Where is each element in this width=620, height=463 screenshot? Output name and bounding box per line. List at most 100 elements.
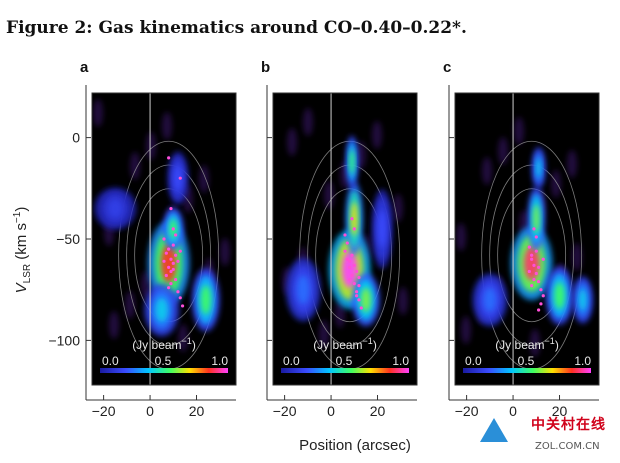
data-point (345, 241, 349, 245)
x-tick-label: 0 (146, 403, 154, 419)
data-point (171, 261, 175, 265)
panel-frame (91, 92, 237, 386)
colorbar-tick-label: 0.0 (283, 354, 300, 368)
data-point (527, 269, 531, 274)
data-point (178, 296, 182, 300)
background-emission (482, 157, 492, 185)
data-point (176, 259, 180, 263)
background-emission (324, 181, 334, 209)
panel-a: (Jy beam−1) 0.0 0.5 1.0 −20 0 20 0 −50 −100 a (48, 59, 237, 419)
colorbar-tick-label: 1.0 (211, 354, 228, 368)
data-point (532, 277, 536, 282)
background-emission (199, 165, 209, 193)
colorbar-tick-label: 1.0 (574, 354, 591, 368)
data-point (164, 251, 168, 255)
emission-blob-core (174, 166, 182, 191)
background-emission (146, 132, 156, 160)
panel-letter: a (80, 59, 89, 76)
background-emission (93, 99, 103, 127)
watermark-cn: 中关村在线 (531, 417, 606, 433)
data-point (527, 245, 531, 249)
x-tick-label: 0 (509, 403, 517, 419)
emission-blob-core (155, 297, 169, 323)
data-point (352, 282, 356, 286)
colorbar-tick-label: 0.0 (465, 354, 482, 368)
data-point (169, 282, 173, 286)
x-tick-label: 20 (370, 403, 386, 419)
data-point (178, 176, 182, 180)
data-point (345, 257, 349, 261)
data-point (532, 263, 536, 267)
background-emission (572, 243, 582, 271)
colorbar-tick-label: 0.5 (336, 354, 353, 368)
emission-blob-core (578, 288, 587, 311)
colorbar-tick-label: 0.5 (518, 354, 535, 368)
emission-blob-core (349, 149, 355, 175)
data-point (162, 237, 166, 241)
data-point (357, 298, 361, 302)
data-point (530, 284, 534, 288)
colorbar-label: (Jy beam−1) (495, 336, 559, 352)
background-emission (456, 223, 466, 251)
colorbar (463, 368, 591, 373)
data-point (171, 227, 175, 231)
background-emission (461, 316, 471, 344)
background-emission (567, 150, 577, 178)
y-tick-label: 0 (72, 130, 80, 146)
background-emission (303, 108, 313, 136)
data-point (174, 233, 178, 237)
data-point (530, 253, 534, 257)
intensity-contour (126, 164, 212, 346)
data-point (537, 279, 541, 284)
background-emission (530, 329, 540, 357)
background-emission (287, 128, 297, 156)
data-point (169, 257, 173, 261)
data-point (530, 257, 534, 261)
colorbar-tick-label: 1.0 (392, 354, 409, 368)
zol-logo-icon (480, 418, 508, 442)
colorbar-tick-label: 0.0 (102, 354, 119, 368)
colorbar-label: (Jy beam−1) (313, 336, 377, 352)
colorbar-label: (Jy beam−1) (132, 336, 196, 352)
emission-blob-core (351, 201, 358, 236)
colorbar-tick-label: 0.5 (155, 354, 172, 368)
data-point (539, 302, 543, 306)
data-point (534, 271, 538, 276)
data-point (350, 273, 354, 278)
background-emission (398, 287, 408, 315)
data-point (167, 247, 171, 251)
data-point (352, 263, 356, 267)
data-point (355, 294, 359, 298)
data-point (164, 273, 168, 278)
emission-blob-core (483, 287, 497, 313)
background-emission (319, 320, 329, 348)
background-emission (514, 117, 524, 145)
data-point (169, 206, 173, 211)
data-point (352, 227, 356, 231)
data-point (355, 290, 359, 294)
watermark-en: ZOL.COM.CN (535, 441, 600, 452)
data-point (355, 269, 359, 274)
data-point (532, 227, 536, 231)
emission-blob-core (341, 251, 358, 288)
watermark: 中关村在线 ZOL.COM.CN (531, 414, 606, 453)
y-tick-label: −100 (48, 332, 80, 348)
data-point (534, 249, 538, 253)
x-tick-label: −20 (92, 403, 116, 419)
data-point (167, 156, 171, 160)
emission-blob-core (554, 282, 565, 310)
data-point (357, 275, 361, 280)
data-point (348, 265, 352, 269)
background-emission (356, 141, 366, 169)
panel-letter: c (443, 59, 451, 76)
y-axis-label: VLSR (km s−1) (12, 207, 33, 294)
background-emission (498, 137, 508, 165)
panel-c: (Jy beam−1) 0.0 0.5 1.0 −20 0 20 c (443, 59, 600, 419)
data-point (350, 253, 354, 257)
background-emission (141, 271, 151, 299)
data-point (348, 277, 352, 282)
data-point (357, 284, 361, 288)
data-point (537, 265, 541, 269)
emission-blob-core (533, 204, 540, 234)
